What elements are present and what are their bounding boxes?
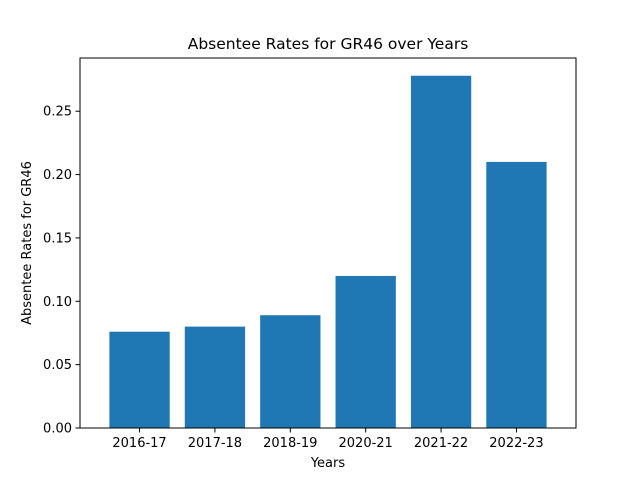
x-axis: 2016-17 2017-18 2018-19 2020-21 2021-22 2022-…: [112, 428, 544, 451]
plot-frame: [79, 57, 577, 429]
bar-2018-19: [260, 315, 321, 428]
y-tick-label: 0.10: [43, 295, 72, 310]
bar-2021-22: [410, 75, 472, 429]
chart-title: Absentee Rates for GR46 over Years: [188, 35, 469, 53]
x-tick-label: 2016-17: [112, 436, 166, 451]
y-tick-label: 0.00: [43, 422, 72, 437]
bar-2022-23: [486, 161, 547, 428]
x-tick-label: 2020-21: [339, 436, 393, 451]
y-tick-label: 0.25: [43, 105, 72, 120]
x-tick-label: 2021-22: [414, 436, 468, 451]
x-tick-label: 2022-23: [489, 436, 543, 451]
x-axis-title: Years: [310, 456, 346, 471]
plot-area: [109, 75, 547, 429]
x-tick-label: 2017-18: [188, 436, 242, 451]
bar-2017-18: [184, 326, 246, 428]
y-tick-label: 0.05: [43, 358, 72, 373]
y-tick-label: 0.20: [43, 168, 72, 183]
y-tick-label: 0.15: [43, 231, 72, 246]
y-axis-title: Absentee Rates for GR46: [20, 161, 35, 325]
bar-2016-17: [109, 331, 170, 428]
bar-2020-21: [335, 275, 396, 428]
x-tick-label: 2018-19: [263, 436, 317, 451]
y-axis: 0.00 0.05 0.10 0.15 0.20 0.25: [43, 105, 80, 437]
